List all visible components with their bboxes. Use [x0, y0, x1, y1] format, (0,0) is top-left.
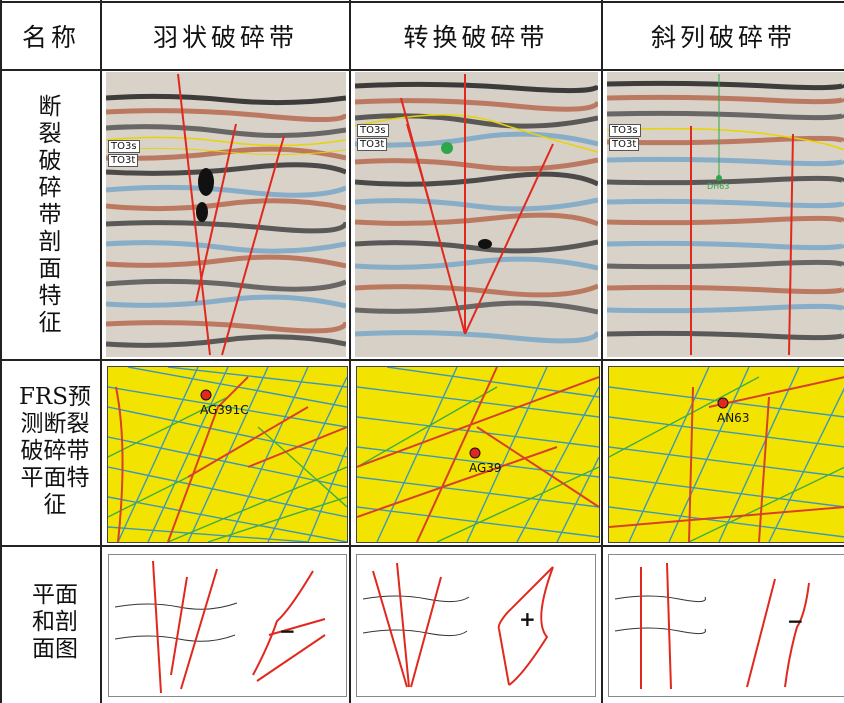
frs-panel-col3: AN63	[608, 366, 844, 543]
row-label-section: 断裂破碎带剖面特征	[38, 93, 62, 336]
sketch-image-col1	[114, 560, 326, 694]
well-label-col1: AG391C	[200, 403, 249, 417]
sketch-panel-col2: +	[356, 554, 596, 697]
well-label-col2: AG39	[469, 461, 502, 475]
header-col2: 转换破碎带	[403, 23, 549, 52]
table-top-border	[0, 1, 844, 3]
seismic-image-col3	[607, 72, 844, 357]
header-col1: 羽状破碎带	[152, 23, 298, 52]
frs-panel-col2: AG39	[356, 366, 600, 543]
row-divider-2	[0, 545, 844, 547]
horizon-label-top-3: TO3s	[609, 124, 641, 137]
horizon-label-top: TO3s	[108, 140, 140, 153]
seismic-panel-col3: TO3s TO3t DH63	[607, 72, 844, 357]
horizon-label-bottom-2: TO3t	[357, 138, 388, 151]
row-label-frs: FRS预测断裂破碎带平面特征	[18, 383, 92, 518]
frs-image-col2	[357, 367, 599, 542]
sketch-panel-col1: −	[108, 554, 347, 697]
frs-panel-col1: AG391C	[107, 366, 348, 543]
header-col3: 斜列破碎带	[650, 23, 796, 52]
header-divider	[0, 69, 844, 71]
sketch-sign-col3: −	[787, 609, 804, 633]
col-divider-0	[100, 0, 102, 703]
col-divider-2	[601, 0, 603, 703]
sketch-image-col3	[614, 562, 810, 690]
horizon-label-bottom-3: TO3t	[609, 138, 640, 151]
sketch-panel-col3: −	[608, 554, 844, 697]
seismic-image-col2	[355, 72, 598, 357]
table-left-border	[0, 0, 2, 703]
well-label-col3: AN63	[717, 411, 750, 425]
horizon-label-bottom: TO3t	[108, 154, 139, 167]
sketch-sign-col1: −	[279, 619, 296, 643]
seismic-panel-col2: TO3s TO3t	[355, 72, 598, 357]
row-label-plan: 平面和剖面图	[32, 581, 78, 662]
horizon-label-top-2: TO3s	[357, 124, 389, 137]
row-divider-1	[0, 359, 844, 361]
sketch-sign-col2: +	[519, 607, 536, 631]
frs-image-col1	[108, 367, 347, 542]
col-divider-1	[349, 0, 351, 703]
frs-image-col3	[609, 367, 844, 542]
sketch-image-col2	[362, 562, 554, 688]
seismic-panel-col1: TO3s TO3t	[106, 72, 346, 357]
header-name: 名称	[21, 23, 80, 52]
well-label-dh63: DH63	[707, 182, 730, 191]
seismic-image-col1	[106, 72, 346, 357]
